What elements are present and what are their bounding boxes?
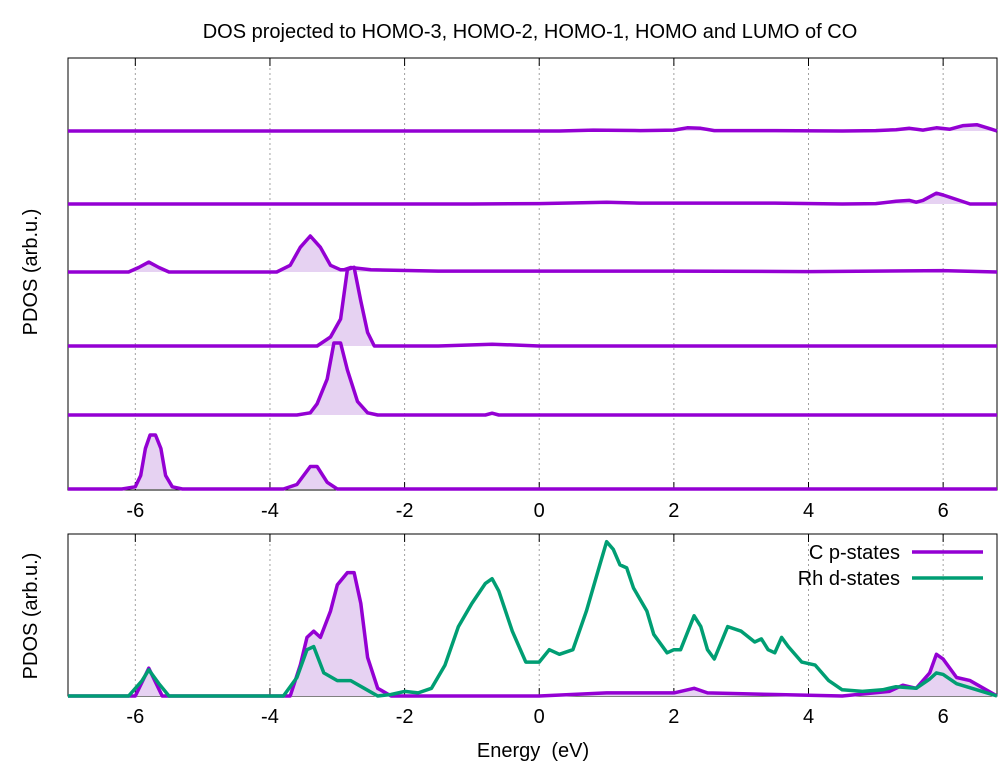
top-curve-2-line [68, 191, 997, 206]
bottom-tick-label: -2 [396, 706, 414, 728]
bottom-tick-label: 2 [668, 706, 679, 728]
bottom-tick-label: 0 [534, 706, 545, 728]
bottom-tick-label: -4 [261, 706, 279, 728]
bottom-y-axis-label: PDOS (arb.u.) [20, 553, 42, 680]
bottom-tick-label: -6 [126, 706, 144, 728]
top-tick-label: -6 [126, 500, 144, 522]
top-panel: -6 -4 -2 0 2 4 6 [67, 57, 998, 522]
top-tick-label: -2 [396, 500, 414, 522]
bottom-panel: -6 -4 -2 0 2 4 6 C p-states Rh d-states [67, 533, 998, 728]
top-y-axis-label: PDOS (arb.u.) [20, 209, 42, 336]
bottom-tick-label: 4 [803, 706, 814, 728]
top-curve-3-fill [68, 236, 997, 272]
top-curve-5-fill [68, 343, 997, 415]
top-tick-label: 4 [803, 500, 814, 522]
top-frame [67, 57, 998, 491]
chart-title: DOS projected to HOMO-3, HOMO-2, HOMO-1,… [203, 21, 858, 43]
top-curve-3-line [68, 234, 998, 274]
top-tick-label: 0 [534, 500, 545, 522]
legend-label: Rh d-states [798, 568, 900, 590]
x-axis-label: Energy (eV) [477, 740, 589, 762]
top-curve-2-fill [68, 193, 997, 204]
c-p-states-line [68, 570, 998, 698]
top-curve-1-line [68, 122, 998, 133]
top-curve-6-fill [68, 435, 997, 489]
top-curve-6-line [68, 433, 997, 491]
c-p-states-fill [68, 572, 997, 696]
rh-d-states-line [68, 539, 998, 698]
top-curve-5-line [68, 341, 997, 417]
legend-label: C p-states [809, 542, 900, 564]
bottom-tick-label: 6 [938, 706, 949, 728]
top-tick-label: 2 [668, 500, 679, 522]
top-curve-4-fill [68, 267, 997, 346]
top-tick-label: 6 [938, 500, 949, 522]
top-tick-label: -4 [261, 500, 279, 522]
top-curve-4-line [68, 265, 997, 348]
